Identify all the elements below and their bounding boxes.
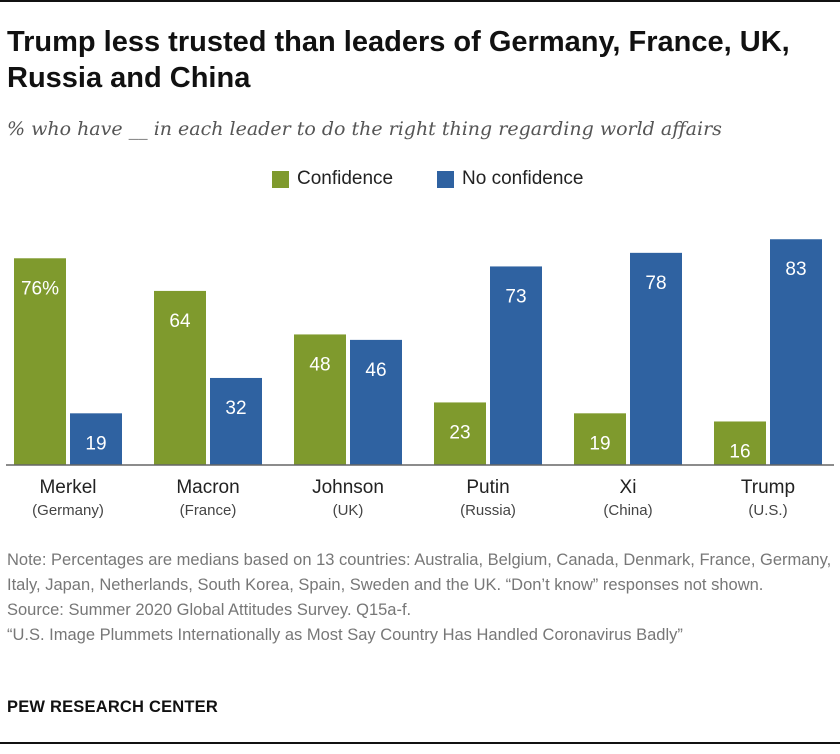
data-label-confidence-xi: 19 (589, 433, 610, 454)
notes: Note: Percentages are medians based on 1… (7, 548, 835, 648)
category-sublabel-putin: (Russia) (460, 502, 516, 519)
note-text: Note: Percentages are medians based on 1… (7, 551, 832, 594)
data-label-no-confidence-merkel: 19 (85, 433, 106, 454)
data-label-no-confidence-xi: 78 (645, 273, 666, 294)
bar-chart: 76% 19 Merkel (Germany) 64 32 Macron (France) 48… (6, 239, 834, 519)
source-text: Source: Summer 2020 Global Attitudes Sur… (7, 601, 412, 619)
legend: Confidence No confidence (0, 168, 840, 192)
data-label-confidence-merkel: 76% (21, 278, 59, 299)
legend-item-no-confidence: No confidence (437, 168, 583, 190)
category-label-putin: Putin (466, 477, 509, 498)
legend-label-no-confidence: No confidence (462, 168, 584, 189)
data-label-no-confidence-putin: 73 (505, 286, 526, 307)
category-sublabel-trump: (U.S.) (748, 502, 787, 519)
bottom-rule (0, 742, 840, 744)
category-sublabel-merkel: (Germany) (32, 502, 104, 519)
report-title: “U.S. Image Plummets Internationally as … (7, 626, 683, 644)
category-sublabel-xi: (China) (603, 502, 652, 519)
bar-no-confidence-macron (210, 377, 262, 465)
bar-confidence-xi (574, 413, 626, 465)
legend-swatch-no-confidence (437, 170, 454, 188)
bar-confidence-johnson (294, 334, 346, 465)
data-label-no-confidence-johnson: 46 (365, 360, 386, 381)
data-label-no-confidence-macron: 32 (225, 398, 246, 419)
category-sublabel-macron: (France) (180, 502, 237, 519)
data-label-confidence-putin: 23 (449, 422, 470, 443)
category-sublabel-johnson: (UK) (333, 502, 364, 519)
legend-swatch-confidence (272, 170, 289, 188)
bar-confidence-putin (434, 402, 486, 465)
bar-confidence-merkel (14, 258, 66, 465)
bar-confidence-macron (154, 290, 206, 465)
bar-no-confidence-putin (490, 266, 542, 465)
top-rule (0, 0, 840, 2)
data-label-confidence-trump: 16 (729, 441, 750, 462)
chart-title: Trump less trusted than leaders of Germa… (7, 26, 790, 94)
bar-no-confidence-trump (770, 239, 822, 465)
data-label-no-confidence-trump: 83 (785, 259, 806, 280)
category-label-merkel: Merkel (39, 477, 96, 498)
category-label-macron: Macron (176, 477, 239, 498)
category-label-trump: Trump (741, 477, 795, 498)
category-label-johnson: Johnson (312, 477, 384, 498)
legend-item-confidence: Confidence (272, 168, 393, 190)
bar-no-confidence-johnson (350, 339, 402, 465)
bar-confidence-trump (714, 421, 766, 465)
data-label-confidence-macron: 64 (169, 311, 191, 332)
category-label-xi: Xi (620, 477, 637, 498)
organization-name: PEW RESEARCH CENTER (7, 698, 218, 716)
data-label-confidence-johnson: 48 (309, 354, 330, 375)
bar-no-confidence-merkel (70, 413, 122, 465)
bar-no-confidence-xi (630, 252, 682, 465)
legend-label-confidence: Confidence (297, 168, 394, 189)
chart-subtitle: % who have __ in each leader to do the r… (7, 118, 722, 140)
